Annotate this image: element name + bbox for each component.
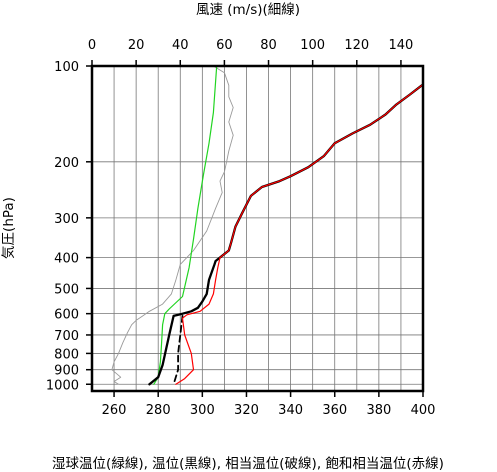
y-tick-label: 500 [54,282,79,297]
series-equivalent_potential_temperature [172,314,184,386]
grid [92,66,423,391]
x-tick-label: 380 [366,403,391,418]
plot-frame [90,64,425,393]
wind-tick-label: 140 [389,38,414,53]
wind-tick-label: 60 [216,38,233,53]
series-saturated_equivalent_potential_temperature [175,84,423,385]
wind-tick-label: 20 [128,38,145,53]
wind-tick-label: 40 [172,38,189,53]
top-axis-label: 風速 (m/s)(細線) [196,2,300,18]
series-potential_temperature [148,84,424,386]
y-tick-label: 400 [54,252,79,267]
y-tick-label: 200 [54,156,79,171]
left-axis-label: 気圧(hPa) [1,197,17,259]
series-wind [111,65,234,385]
y-tick-label: 800 [54,347,79,362]
y-tick-label: 900 [54,364,79,379]
tick-layer: 260 280 300 320 340 360 380 400 0 20 40 60 80 100 120 1… [46,38,436,418]
wind-tick-label: 0 [88,38,96,53]
series-wet_bulb_potential_temperature [153,65,218,385]
series-layer [111,65,424,386]
y-tick-label: 100 [54,60,79,75]
x-tick-label: 360 [322,403,347,418]
x-tick-label: 300 [190,403,215,418]
y-tick-label: 300 [54,212,79,227]
y-tick-label: 1000 [46,378,79,393]
wind-tick-label: 120 [344,38,369,53]
x-tick-label: 400 [411,403,436,418]
wind-tick-label: 100 [300,38,325,53]
x-tick-label: 320 [234,403,259,418]
y-tick-label: 700 [54,329,79,344]
wind-tick-label: 80 [260,38,277,53]
x-tick-label: 340 [278,403,303,418]
y-tick-label: 600 [54,308,79,323]
x-tick-label: 280 [146,403,171,418]
bottom-axis-label: 湿球温位(緑線), 温位(黒線), 相当温位(破線), 飽和相当温位(赤線) [52,456,444,472]
x-tick-label: 260 [102,403,127,418]
